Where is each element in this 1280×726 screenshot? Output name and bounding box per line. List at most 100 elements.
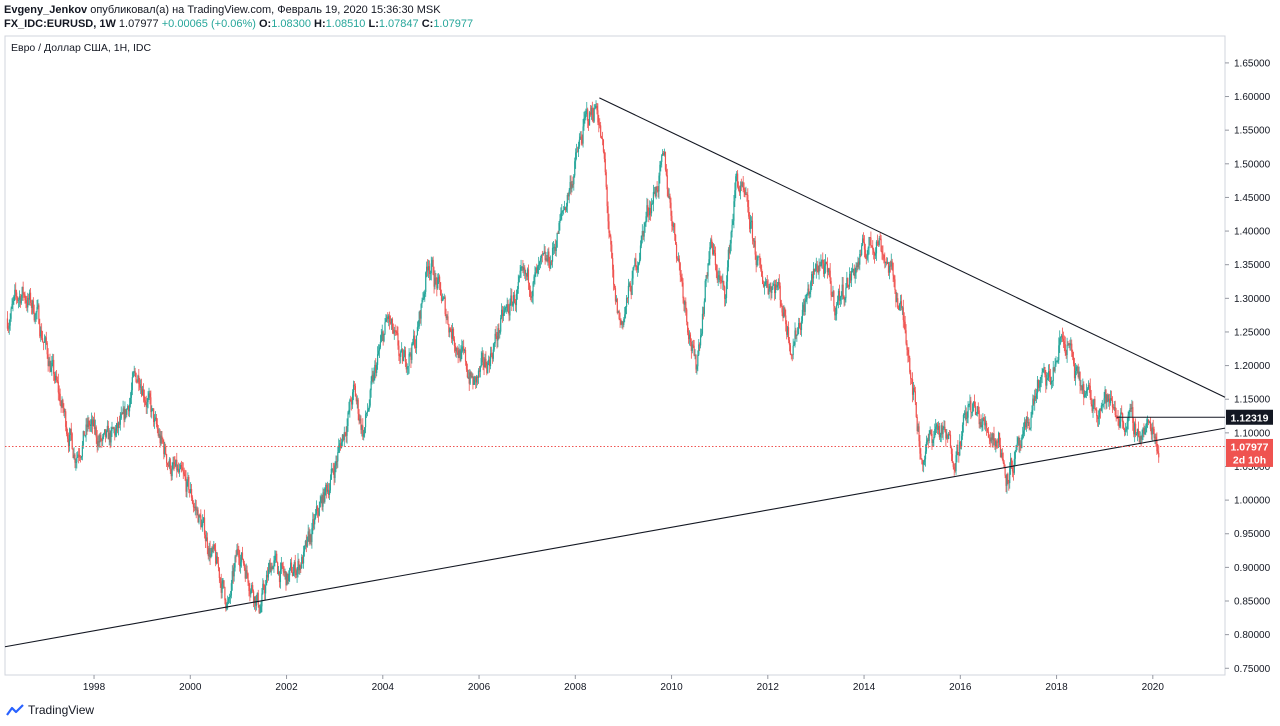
price-chart[interactable]: 0.75000 0.80000 0.85000 0.90000 0.95000 1.000… xyxy=(0,35,1280,701)
candle-body xyxy=(703,301,705,314)
candle-body xyxy=(600,136,603,139)
candle-body xyxy=(605,172,607,187)
candle-body xyxy=(179,465,182,470)
candle-body xyxy=(76,457,78,463)
candle-body xyxy=(460,351,462,361)
candle-body xyxy=(498,328,500,333)
candle-body xyxy=(921,458,923,460)
candle-body xyxy=(941,425,943,435)
candle-body xyxy=(638,259,641,264)
candle-body xyxy=(625,297,628,307)
candle-body xyxy=(501,309,504,316)
candle-body xyxy=(973,401,975,404)
candle-body xyxy=(606,186,608,207)
candle-body xyxy=(593,108,595,122)
candle-body xyxy=(172,462,174,469)
candle-body xyxy=(292,571,294,576)
candle-body xyxy=(360,418,362,430)
candle-body xyxy=(214,544,216,550)
candle-body xyxy=(516,289,518,294)
candle-body xyxy=(490,353,493,355)
candle-body xyxy=(799,327,802,331)
candle-body xyxy=(514,302,517,306)
candle-body xyxy=(323,492,325,502)
candle-body xyxy=(264,587,266,594)
candle-body xyxy=(294,562,296,574)
footer-brand[interactable]: TradingView xyxy=(28,703,95,717)
candle-body xyxy=(453,339,456,347)
candle-body xyxy=(125,409,127,415)
candle-body xyxy=(686,309,688,322)
candle-body xyxy=(1025,416,1027,428)
candle-body xyxy=(709,247,711,260)
x-tick-label: 2010 xyxy=(660,682,683,693)
author-name[interactable]: Evgeny_Jenkov xyxy=(4,4,88,16)
candle-body xyxy=(866,255,868,259)
candle-body xyxy=(1037,379,1040,388)
candle-body xyxy=(46,342,48,355)
candle-body xyxy=(953,466,955,470)
candle-body xyxy=(500,317,502,332)
candle-body xyxy=(853,268,855,276)
candle-body xyxy=(205,537,207,542)
candle-body xyxy=(677,258,679,260)
candle-body xyxy=(969,400,971,404)
candle-body xyxy=(227,601,229,605)
candle-body xyxy=(924,451,927,460)
candle-body xyxy=(391,319,394,330)
candle-body xyxy=(666,175,668,190)
candle-body xyxy=(1126,421,1128,430)
candle-body xyxy=(473,379,475,385)
price-label: 1.07977 xyxy=(1231,441,1269,453)
candle-body xyxy=(988,437,990,439)
candle-body xyxy=(1092,405,1094,412)
candle-body xyxy=(1104,389,1106,399)
candle-body xyxy=(583,117,585,127)
candle-body xyxy=(1016,443,1018,446)
candle-body xyxy=(60,404,62,407)
candle-body xyxy=(786,324,788,335)
candle-body xyxy=(886,262,889,264)
candle-body xyxy=(1136,429,1139,435)
candle-body xyxy=(822,259,824,264)
candle-body xyxy=(277,562,279,575)
candle-body xyxy=(479,366,481,372)
x-tick-label: 2014 xyxy=(853,682,876,693)
candle-body xyxy=(626,297,629,299)
candle-body xyxy=(183,472,185,475)
candle-body xyxy=(404,350,406,363)
candle-body xyxy=(1123,428,1126,432)
candle-body xyxy=(912,387,915,395)
candle-body xyxy=(390,319,393,324)
candle-body xyxy=(675,234,677,245)
candle-body xyxy=(470,372,472,377)
candle-body xyxy=(456,347,458,353)
candle-body xyxy=(204,534,207,542)
candle-body xyxy=(80,456,83,458)
candle-body xyxy=(82,431,84,446)
candle-body xyxy=(1121,412,1123,414)
candle-body xyxy=(854,273,856,276)
candle-body xyxy=(842,284,844,296)
candle-body xyxy=(488,359,491,367)
candle-body xyxy=(1011,467,1014,472)
candle-body xyxy=(199,515,201,517)
candle-body xyxy=(817,270,819,273)
candle-body xyxy=(51,362,53,368)
candle-body xyxy=(834,306,836,316)
candle-body xyxy=(951,453,953,463)
candle-body xyxy=(494,333,496,344)
candle-body xyxy=(915,402,917,418)
candle-body xyxy=(272,566,274,570)
candle-body xyxy=(464,349,466,351)
candle-body xyxy=(525,273,527,275)
candle-body xyxy=(801,309,804,322)
candle-body xyxy=(744,190,746,195)
tradingview-logo-icon[interactable] xyxy=(6,704,24,716)
candle-body xyxy=(751,220,754,239)
candle-body xyxy=(396,331,398,334)
candle-body xyxy=(998,432,1001,446)
candle-body xyxy=(435,277,437,279)
candle-body xyxy=(102,436,104,441)
candle-body xyxy=(1114,407,1116,416)
